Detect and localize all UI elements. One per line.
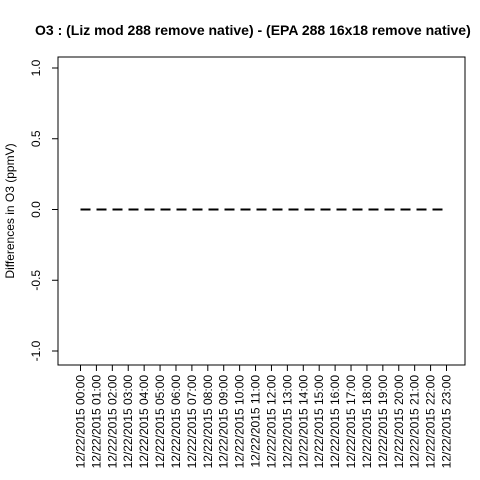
- x-tick-label: 12/22/2015 22:00: [424, 375, 438, 469]
- y-axis-label: Differences in O3 (ppmV): [3, 143, 17, 278]
- x-tick-label: 12/22/2015 18:00: [360, 375, 374, 469]
- y-tick-label: 0.5: [29, 130, 43, 147]
- y-tick-label: 1.0: [29, 59, 43, 76]
- y-tick-label: -0.5: [29, 270, 43, 291]
- x-tick-label: 12/22/2015 08:00: [201, 375, 215, 469]
- x-axis: 12/22/2015 00:00 12/22/2015 01:00 12/22/20…: [74, 364, 454, 469]
- y-tick-label: 0.0: [29, 201, 43, 218]
- x-tick-label: 12/22/2015 11:00: [249, 375, 263, 468]
- x-tick-label: 12/22/2015 17:00: [344, 375, 358, 469]
- x-tick-label: 12/22/2015 14:00: [296, 375, 310, 469]
- y-axis: -1.0 -0.5 0.0 0.5 1.0: [29, 59, 59, 361]
- x-tick-label: 12/22/2015 05:00: [153, 375, 167, 469]
- x-tick-label: 12/22/2015 21:00: [408, 375, 422, 469]
- chart-title: O3 : (Liz mod 288 remove native) - (EPA …: [35, 22, 471, 38]
- x-tick-label: 12/22/2015 06:00: [169, 375, 183, 469]
- plot-frame: [57, 56, 466, 366]
- x-tick-label: 12/22/2015 07:00: [185, 375, 199, 469]
- x-tick-label: 12/22/2015 10:00: [233, 375, 247, 469]
- x-tick-label: 12/22/2015 13:00: [280, 375, 294, 469]
- x-tick-label: 12/22/2015 01:00: [89, 375, 103, 469]
- x-tick-label: 12/22/2015 02:00: [105, 375, 119, 469]
- x-tick-label: 12/22/2015 12:00: [264, 375, 278, 469]
- x-tick-label: 12/22/2015 00:00: [74, 375, 88, 469]
- x-tick-label: 12/22/2015 15:00: [312, 375, 326, 469]
- x-tick-label: 12/22/2015 04:00: [137, 375, 151, 469]
- x-tick-label: 12/22/2015 23:00: [440, 375, 454, 469]
- x-tick-label: 12/22/2015 16:00: [328, 375, 342, 469]
- y-tick-label: -1.0: [29, 340, 43, 361]
- x-tick-label: 12/22/2015 09:00: [217, 375, 231, 469]
- x-tick-label: 12/22/2015 19:00: [376, 375, 390, 469]
- x-tick-label: 12/22/2015 20:00: [392, 375, 406, 469]
- x-tick-label: 12/22/2015 03:00: [121, 375, 135, 469]
